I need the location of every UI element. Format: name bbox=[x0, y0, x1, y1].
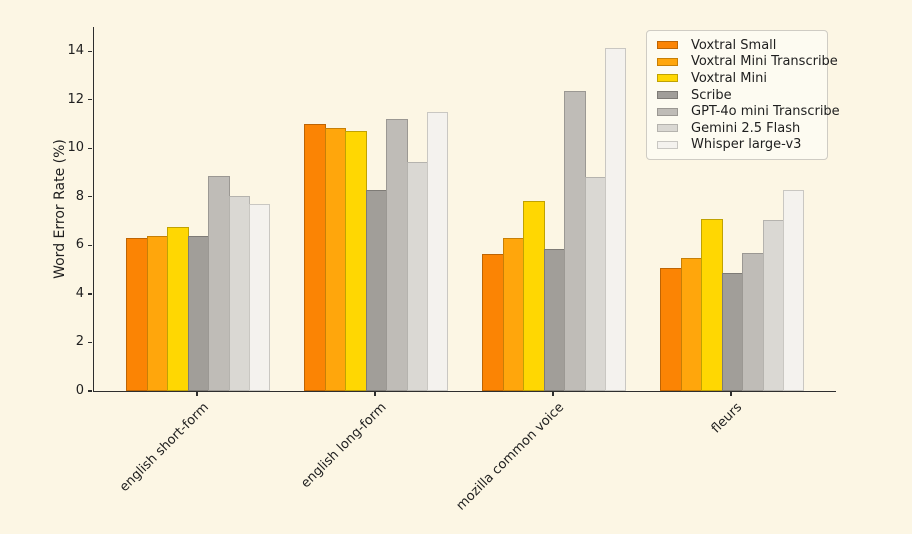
bar-gemini-2-5-flash-english-long-form bbox=[406, 161, 429, 391]
bar-scribe-english-short-form bbox=[187, 235, 210, 391]
legend-label: Voxtral Mini bbox=[691, 70, 767, 86]
plot-area bbox=[93, 27, 836, 392]
bar-voxtral-mini-english-short-form bbox=[167, 227, 189, 391]
bar-voxtral-mini-english-long-form bbox=[345, 131, 367, 391]
bar-gemini-2-5-flash-english-short-form bbox=[228, 195, 251, 391]
bar-whisper-large-v3-english-short-form bbox=[249, 204, 271, 391]
x-tick-label-fleurs: fleurs bbox=[709, 400, 746, 437]
x-tick-label-english-long-form: english long-form bbox=[298, 400, 390, 492]
y-tick-label: 4 bbox=[75, 285, 84, 301]
legend-item-whisper-large-v3: Whisper large-v3 bbox=[657, 136, 817, 153]
y-tick-mark bbox=[88, 390, 92, 392]
legend-label: Voxtral Mini Transcribe bbox=[691, 54, 838, 70]
legend-swatch-voxtral-small bbox=[657, 41, 678, 50]
bar-scribe-fleurs bbox=[721, 273, 744, 391]
y-tick-mark bbox=[88, 50, 92, 52]
bar-voxtral-mini-transcribe-english-short-form bbox=[146, 235, 169, 391]
legend-item-voxtral-mini: Voxtral Mini bbox=[657, 70, 817, 87]
bar-whisper-large-v3-fleurs bbox=[783, 189, 805, 391]
legend-item-voxtral-mini-transcribe: Voxtral Mini Transcribe bbox=[657, 54, 838, 71]
legend-swatch-gemini-2-5-flash bbox=[657, 124, 678, 133]
legend-item-scribe: Scribe bbox=[657, 87, 817, 104]
legend-item-gpt-4o-mini-transcribe: GPT-4o mini Transcribe bbox=[657, 103, 840, 120]
y-tick-mark bbox=[88, 147, 92, 149]
legend-item-gemini-2-5-flash: Gemini 2.5 Flash bbox=[657, 120, 817, 137]
y-tick-label: 2 bbox=[75, 334, 84, 350]
bar-voxtral-mini-transcribe-english-long-form bbox=[324, 127, 347, 391]
bar-voxtral-mini-fleurs bbox=[701, 218, 723, 391]
x-tick-label-english-short-form: english short-form bbox=[116, 400, 212, 495]
bar-gpt-4o-mini-transcribe-english-long-form bbox=[386, 119, 408, 391]
bar-gemini-2-5-flash-mozilla-common-voice bbox=[584, 177, 607, 391]
bar-scribe-mozilla-common-voice bbox=[543, 249, 566, 391]
legend-label: Whisper large-v3 bbox=[691, 137, 802, 153]
x-tick-mark bbox=[552, 392, 554, 396]
bar-gemini-2-5-flash-fleurs bbox=[762, 219, 785, 391]
y-tick-mark bbox=[88, 293, 92, 295]
x-tick-mark bbox=[730, 392, 732, 396]
bar-voxtral-small-english-short-form bbox=[126, 238, 148, 391]
y-tick-label: 0 bbox=[75, 383, 84, 398]
legend-label: Scribe bbox=[691, 87, 732, 103]
legend: Voxtral Small Voxtral Mini Transcribe Voxt… bbox=[646, 30, 840, 160]
bar-scribe-english-long-form bbox=[365, 189, 388, 391]
legend-swatch-whisper-large-v3 bbox=[657, 140, 678, 149]
bar-voxtral-mini-transcribe-mozilla-common-voice bbox=[502, 238, 525, 391]
bar-gpt-4o-mini-transcribe-fleurs bbox=[742, 252, 764, 391]
y-tick-label: 10 bbox=[67, 140, 84, 156]
legend-item-voxtral-small: Voxtral Small bbox=[657, 37, 817, 54]
y-tick-label: 14 bbox=[67, 43, 84, 59]
legend-swatch-scribe bbox=[657, 91, 678, 100]
bar-voxtral-mini-mozilla-common-voice bbox=[523, 200, 545, 391]
y-tick-mark bbox=[88, 99, 92, 101]
bar-voxtral-small-fleurs bbox=[660, 268, 682, 391]
legend-swatch-voxtral-mini-transcribe bbox=[657, 57, 678, 66]
legend-swatch-voxtral-mini bbox=[657, 74, 678, 83]
bar-gpt-4o-mini-transcribe-mozilla-common-voice bbox=[564, 91, 586, 391]
x-tick-mark bbox=[374, 392, 376, 396]
bar-voxtral-small-english-long-form bbox=[304, 124, 326, 391]
bar-whisper-large-v3-english-long-form bbox=[427, 111, 449, 391]
y-tick-mark bbox=[88, 244, 92, 246]
bar-gpt-4o-mini-transcribe-english-short-form bbox=[208, 176, 230, 391]
x-tick-label-mozilla-common-voice: mozilla common voice bbox=[454, 400, 568, 514]
bar-voxtral-mini-transcribe-fleurs bbox=[680, 257, 703, 391]
legend-label: Voxtral Small bbox=[691, 37, 777, 53]
y-tick-label: 12 bbox=[67, 91, 84, 107]
y-tick-label: 8 bbox=[75, 188, 84, 204]
legend-label: GPT-4o mini Transcribe bbox=[691, 104, 840, 120]
bar-whisper-large-v3-mozilla-common-voice bbox=[605, 47, 627, 391]
legend-label: Gemini 2.5 Flash bbox=[691, 120, 801, 136]
bar-voxtral-small-mozilla-common-voice bbox=[482, 253, 504, 391]
x-tick-mark bbox=[196, 392, 198, 396]
y-tick-mark bbox=[88, 196, 92, 198]
legend-swatch-gpt-4o-mini-transcribe bbox=[657, 107, 678, 116]
y-tick-mark bbox=[88, 341, 92, 344]
y-tick-label: 6 bbox=[75, 237, 84, 253]
